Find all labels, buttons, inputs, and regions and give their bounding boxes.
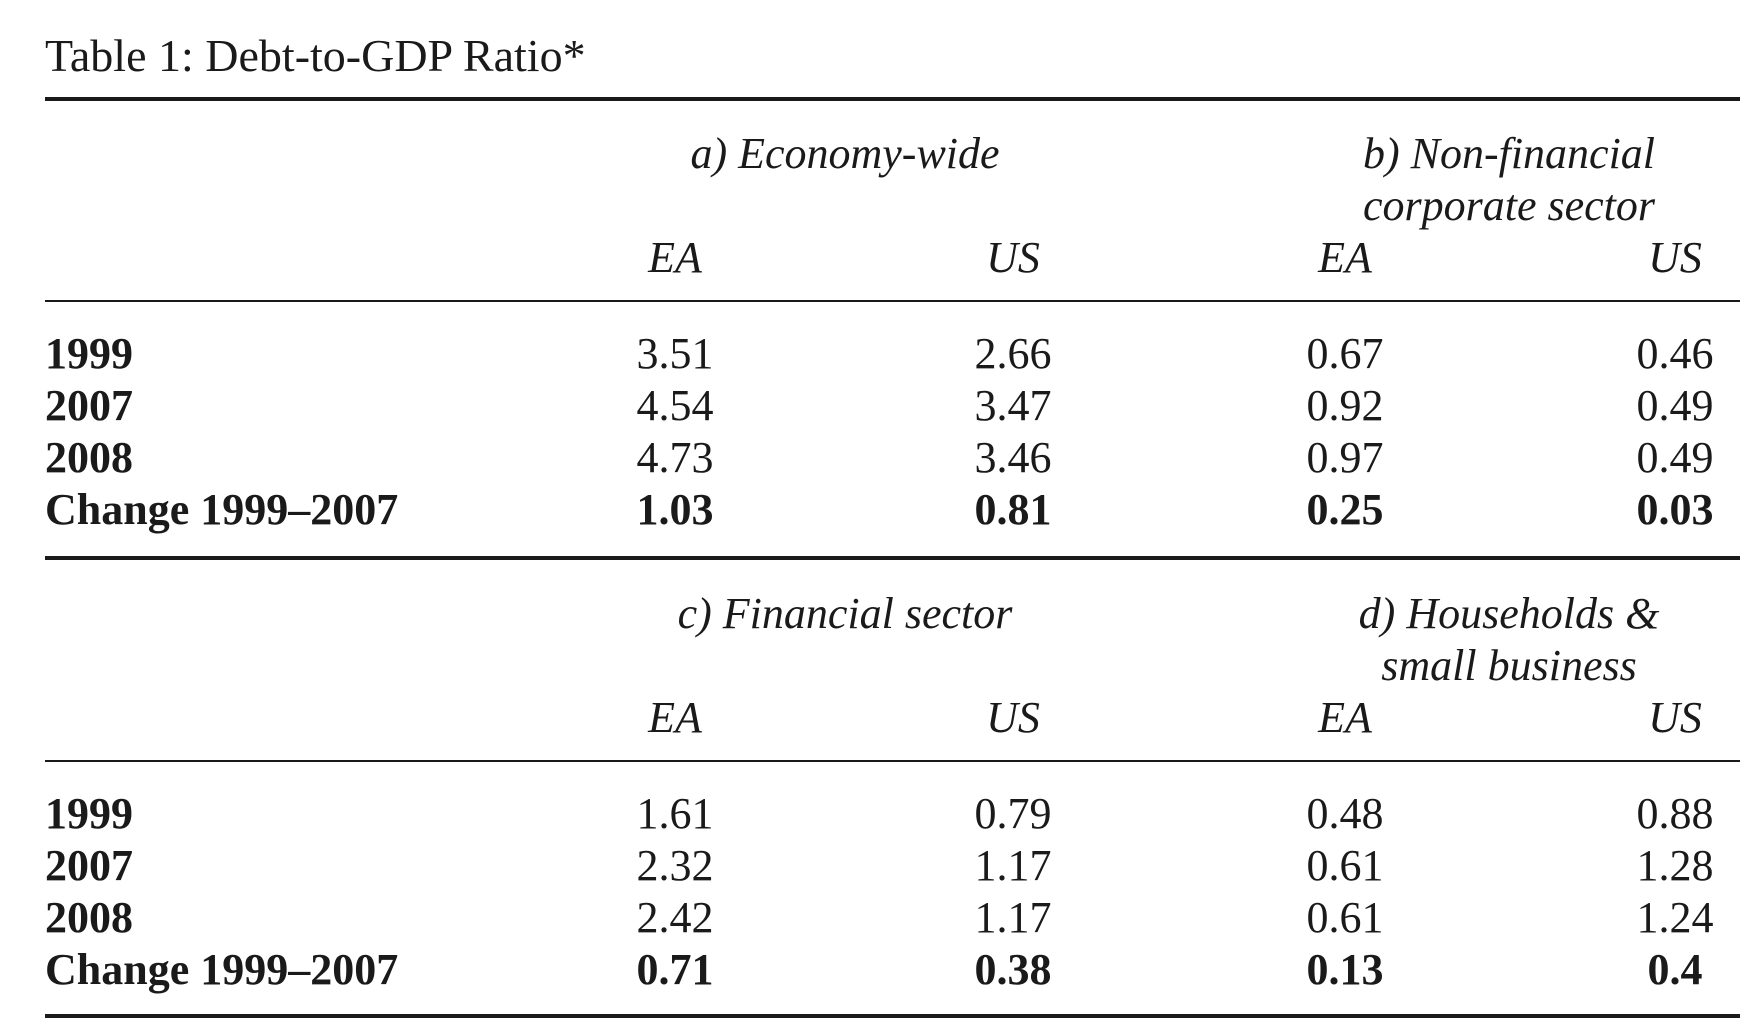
top-rule <box>45 97 1740 101</box>
table-cell: 4.73 <box>636 433 714 482</box>
table-cell-change: 0.03 <box>1636 485 1714 534</box>
panel-title-economy-wide: a) Economy-wide <box>690 129 1000 178</box>
table-cell: 0.67 <box>1306 329 1384 378</box>
table-cell: 0.61 <box>1306 893 1384 942</box>
bottom-rule <box>45 1014 1740 1018</box>
table-cell: 0.49 <box>1636 381 1714 430</box>
table-cell: 0.61 <box>1306 841 1384 890</box>
panel-title-non-financial-line2: corporate sector <box>1362 181 1656 230</box>
table-cell: 1.61 <box>636 789 714 838</box>
panel-title-households-line1: d) Households & <box>1358 589 1660 638</box>
table-cell: 3.47 <box>974 381 1052 430</box>
table-caption: Table 1: Debt-to-GDP Ratio* <box>45 30 586 81</box>
col-head-us: US <box>986 693 1040 742</box>
table-cell: 4.54 <box>636 381 714 430</box>
col-head-us: US <box>986 233 1040 282</box>
table-cell-change: 0.71 <box>636 945 714 994</box>
row-label-change: Change 1999–2007 <box>45 485 399 534</box>
row-label-change: Change 1999–2007 <box>45 945 399 994</box>
table-cell: 0.88 <box>1636 789 1714 838</box>
table-cell: 1.28 <box>1636 841 1714 890</box>
table-cell-change: 0.4 <box>1647 945 1703 994</box>
col-head-ea: EA <box>648 233 702 282</box>
table-cell-change: 0.25 <box>1306 485 1384 534</box>
table-cell: 1.24 <box>1636 893 1714 942</box>
row-label-1999: 1999 <box>45 789 133 838</box>
table-cell-change: 0.38 <box>974 945 1052 994</box>
table-cell: 3.46 <box>974 433 1052 482</box>
table-cell: 2.66 <box>974 329 1052 378</box>
panel-title-households-line2: small business <box>1381 641 1637 690</box>
header-rule <box>45 760 1740 762</box>
table-cell: 2.42 <box>636 893 714 942</box>
col-head-ea: EA <box>648 693 702 742</box>
table-cell: 2.32 <box>636 841 714 890</box>
col-head-ea: EA <box>1318 233 1372 282</box>
table-cell: 0.92 <box>1306 381 1384 430</box>
row-label-2008: 2008 <box>45 893 133 942</box>
table-cell: 0.46 <box>1636 329 1714 378</box>
table-cell: 1.17 <box>974 841 1052 890</box>
table-cell-change: 0.81 <box>974 485 1052 534</box>
panel-title-financial-sector: c) Financial sector <box>677 589 1013 638</box>
col-head-ea: EA <box>1318 693 1372 742</box>
panel-divider-rule <box>45 556 1740 560</box>
row-label-1999: 1999 <box>45 329 133 378</box>
table-cell-change: 0.13 <box>1306 945 1384 994</box>
col-head-us: US <box>1648 693 1702 742</box>
table-cell: 0.79 <box>974 789 1052 838</box>
table-cell-change: 1.03 <box>636 485 714 534</box>
table-cell: 0.97 <box>1306 433 1384 482</box>
col-head-us: US <box>1648 233 1702 282</box>
table-cell: 0.49 <box>1636 433 1714 482</box>
table-cell: 3.51 <box>636 329 714 378</box>
table-cell: 1.17 <box>974 893 1052 942</box>
row-label-2007: 2007 <box>45 841 133 890</box>
table-cell: 0.48 <box>1306 789 1384 838</box>
row-label-2007: 2007 <box>45 381 133 430</box>
header-rule <box>45 300 1740 302</box>
row-label-2008: 2008 <box>45 433 133 482</box>
panel-title-non-financial-line1: b) Non-financial <box>1362 129 1656 178</box>
